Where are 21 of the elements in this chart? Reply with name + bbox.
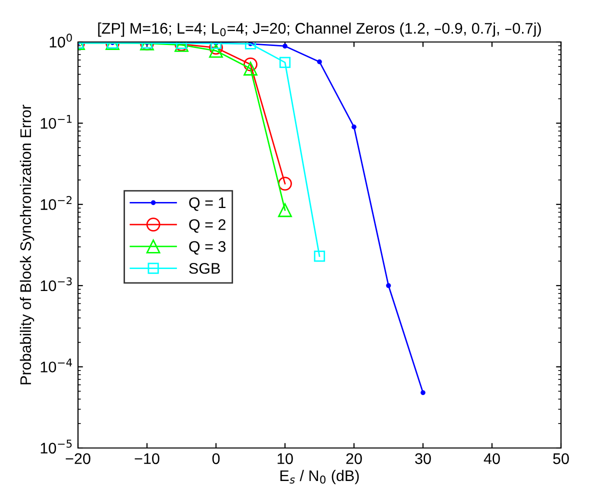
x-tick-label: 10 — [278, 453, 293, 464]
y-tick-label: 10$^{−3}$ — [40, 277, 72, 292]
y-tick-label: 10$^{−2}$ — [40, 196, 72, 210]
y-tick-label: 10$^{−4}$ — [40, 358, 72, 372]
x-tick-label: 30 — [415, 453, 431, 464]
x-tick-label: −20 — [66, 453, 90, 464]
x-axis-title: E$_{s}$ / N$_{0}$ (dB) — [280, 470, 359, 484]
y-axis-title: Probability of Block Synchronization Error — [20, 104, 34, 384]
legend-label: Q = 1 — [189, 197, 226, 211]
y-tick-label: 10$^{−5}$ — [40, 440, 72, 454]
y-tick-label: 10$^{−1}$ — [40, 114, 72, 129]
x-tick-label: 50 — [553, 453, 569, 464]
legend-label: Q = 2 — [189, 219, 226, 233]
chart-title: [ZP] M=16; L=4; L$_{0}$=4; J=20; Channel Zeros (1.2, –0.9, 0.7j, –0.7j) — [98, 22, 541, 37]
legend-label: SGB — [189, 262, 220, 274]
x-tick-label: −10 — [134, 453, 160, 464]
x-tick-label: 0 — [212, 453, 220, 464]
legend-label: Q = 3 — [189, 241, 226, 255]
x-tick-label: 20 — [346, 453, 362, 464]
x-tick-label: 40 — [484, 453, 500, 464]
y-tick-label: 10$^{0}$ — [50, 34, 72, 48]
